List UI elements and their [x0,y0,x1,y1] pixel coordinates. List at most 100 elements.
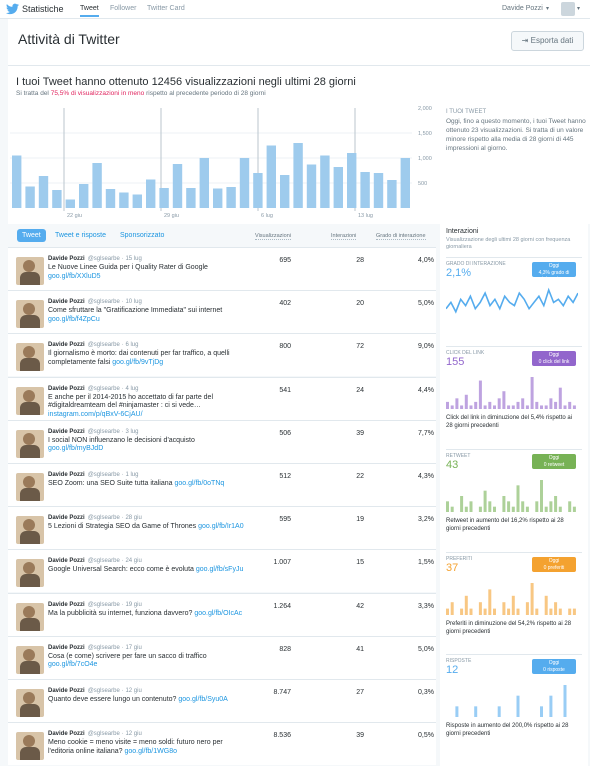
tweet-date[interactable]: · 6 lug [121,342,139,349]
settings-caret-icon[interactable]: ▾ [577,6,581,12]
twitter-bird-icon[interactable] [6,3,19,15]
chart-bar[interactable] [105,189,116,208]
chart-bar[interactable] [119,192,129,209]
tweet-handle[interactable]: @sglsearbe [87,472,120,478]
tweet-handle[interactable]: @sglsearbe [87,256,120,262]
chart-bar[interactable] [239,158,250,208]
tweet-link[interactable]: goo.gl/fb/sFyJu [195,566,244,574]
tweet-link[interactable]: goo.gl/fb/0oTNq [174,480,225,487]
chart-bar[interactable] [186,188,196,208]
chart-bar[interactable] [38,176,49,208]
tweet-author[interactable]: Davide Pozzi [48,299,85,306]
tab-tweet-e-risposte[interactable]: Tweet e risposte [55,232,106,239]
tweet-handle[interactable]: @sglsearbe [87,731,120,738]
nav-tweet[interactable]: Tweet [80,5,99,17]
tweet-date[interactable]: · 12 giu [121,731,142,738]
chart-bar[interactable] [79,184,89,208]
interaction-card[interactable]: GRADO DI INTERAZIONE 2,1% Oggi 4,3% grado d… [446,257,582,352]
chart-bar[interactable] [347,153,357,208]
avatar[interactable] [16,645,44,674]
chart-bar[interactable] [400,158,410,208]
tweet-handle[interactable]: @sglsearbe [87,644,120,651]
avatar[interactable] [16,429,44,458]
tweet-author[interactable]: Davide Pozzi [48,731,85,738]
tweet-row[interactable]: Davide Pozzi @sglsearbe · 4 lug E anche per… [8,376,436,420]
tweet-handle[interactable]: @sglsearbe [87,428,120,435]
tab-tweet[interactable]: Tweet [17,229,46,242]
tweet-handle[interactable]: @sglsearbe [87,299,120,306]
tweet-link[interactable]: goo.gl/fb/myBJdD [48,445,104,453]
tweet-row[interactable]: Davide Pozzi @sglsearbe · 10 lug Come sfrut… [8,290,436,334]
tweet-row[interactable]: Davide Pozzi @sglsearbe · 12 giu Quanto dev… [8,679,436,722]
tweet-author[interactable]: Davide Pozzi [48,558,85,565]
chart-bar[interactable] [159,188,169,208]
tweet-date[interactable]: · 15 lug [121,256,142,262]
chart-bar[interactable] [132,194,142,209]
tweet-link[interactable]: goo.gl/fb/1WG8o [124,747,177,755]
tweet-row[interactable]: Davide Pozzi @sglsearbe · 12 giu Meno cooki… [8,722,436,766]
chart-bar[interactable] [199,158,209,208]
tweet-author[interactable]: Davide Pozzi [48,472,85,478]
avatar[interactable] [16,602,44,631]
avatar[interactable] [16,473,44,501]
tweet-row[interactable]: Davide Pozzi @sglsearbe · 15 lug Le Nuove L… [8,247,436,290]
avatar[interactable] [16,300,44,329]
tweet-handle[interactable]: @sglsearbe [87,515,120,522]
nav-twitter-card[interactable]: Twitter Card [147,5,185,12]
chart-bar[interactable] [92,163,102,208]
avatar[interactable] [16,257,44,285]
tweet-link[interactable]: goo.gl/fb/OIcAc [194,609,243,617]
interaction-card[interactable]: RETWEET 43 Oggi 0 retweet Retweet in aumento… [446,449,582,544]
chart-bar[interactable] [25,186,35,209]
interaction-card[interactable]: RISPOSTE 12 Oggi 0 risposte Risposte in aume… [446,654,582,749]
tweet-handle[interactable]: @sglsearbe [87,601,120,608]
tweet-link[interactable]: goo.gl/fb/9vTjDg [112,358,164,366]
tweet-link[interactable]: goo.gl/fb/Syu0A [178,696,228,703]
tweet-handle[interactable]: @sglsearbe [87,385,120,392]
chart-bar[interactable] [172,164,183,208]
chart-bar[interactable] [12,155,22,209]
chart-bar[interactable] [146,179,156,209]
chart-bar[interactable] [226,187,236,208]
chart-bar[interactable] [333,167,343,208]
chart-bar[interactable] [52,190,62,208]
chart-bar[interactable] [65,199,75,209]
chart-bar[interactable] [373,173,384,208]
tweet-handle[interactable]: @sglsearbe [87,688,120,694]
chart-bar[interactable] [320,155,330,209]
column-header-views[interactable]: Visualizzazioni [255,233,291,240]
tweet-link[interactable]: instagram.com/p/qBxV-6CjAU/ [48,410,143,418]
brand-title[interactable]: Statistiche [22,4,64,14]
avatar[interactable] [16,732,44,761]
user-menu[interactable]: Davide Pozzi [502,5,543,12]
tweet-row[interactable]: Davide Pozzi @sglsearbe · 17 giu Cosa (e co… [8,635,436,679]
tweet-date[interactable]: · 3 lug [121,428,139,435]
chart-bar[interactable] [280,175,290,208]
tweet-row[interactable]: Davide Pozzi @sglsearbe · 6 lug Il giornali… [8,333,436,377]
tweet-date[interactable]: · 4 lug [121,385,139,392]
chart-bar[interactable] [266,145,276,209]
tweet-link[interactable]: goo.gl/fb/XXluD5 [48,272,101,280]
tweet-date[interactable]: · 28 giu [121,515,142,522]
tweet-row[interactable]: Davide Pozzi @sglsearbe · 1 lug SEO Zoom: u… [8,463,436,506]
tweet-row[interactable]: Davide Pozzi @sglsearbe · 28 giu 5 Lezioni … [8,506,436,550]
tweet-date[interactable]: · 12 giu [121,688,142,694]
tweet-link[interactable]: goo.gl/fb/Ir1A0 [198,523,244,531]
nav-follower[interactable]: Follower [110,5,137,12]
user-caret-icon[interactable]: ▾ [546,6,550,12]
avatar[interactable] [16,343,44,372]
chart-bar[interactable] [253,173,263,208]
tweet-row[interactable]: Davide Pozzi @sglsearbe · 3 lug I social NO… [8,419,436,463]
column-header-interactions[interactable]: Interazioni [331,233,357,240]
tweet-author[interactable]: Davide Pozzi [48,644,85,651]
chart-bar[interactable] [293,143,303,208]
interaction-card[interactable]: CLICK DEL LINK 155 Oggi 0 click del link Cli… [446,346,582,441]
tweet-date[interactable]: · 19 giu [121,601,142,608]
avatar[interactable] [16,689,44,717]
tweet-row[interactable]: Davide Pozzi @sglsearbe · 24 giu Google Uni… [8,549,436,593]
chart-bar[interactable] [306,164,317,209]
tweet-author[interactable]: Davide Pozzi [48,601,85,608]
tweet-author[interactable]: Davide Pozzi [48,342,85,349]
avatar[interactable] [16,386,44,415]
tweet-date[interactable]: · 17 giu [121,644,142,651]
